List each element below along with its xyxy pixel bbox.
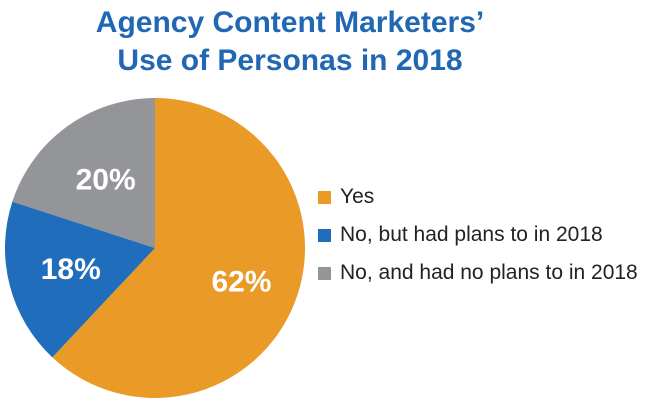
- pie-slice-yes: [52, 98, 306, 399]
- chart-title: Agency Content Marketers’ Use of Persona…: [0, 4, 580, 80]
- legend-swatch-yes: [318, 190, 331, 204]
- pie-slice-no-plans: [12, 98, 155, 248]
- chart-title-line-2: Use of Personas in 2018: [117, 44, 463, 77]
- legend-item-no-plans: No, and had no plans to in 2018: [318, 254, 638, 292]
- legend-item-yes: Yes: [318, 178, 638, 216]
- legend-label-no-plans: No, and had no plans to in 2018: [340, 261, 638, 284]
- legend-label-yes: Yes: [340, 185, 375, 208]
- chart-title-line-1: Agency Content Marketers’: [95, 6, 485, 39]
- legend-swatch-no-but-plans: [318, 228, 331, 242]
- pie-label-no-plans: 20%: [76, 164, 136, 197]
- legend-swatch-no-plans: [318, 266, 331, 280]
- pie-slice-no-but-plans: [4, 201, 155, 358]
- pie-label-no-but-plans: 18%: [41, 253, 101, 286]
- legend-label-no-but-plans: No, but had plans to in 2018: [340, 223, 603, 246]
- legend: Yes No, but had plans to in 2018 No, and…: [318, 178, 638, 292]
- legend-item-no-but-plans: No, but had plans to in 2018: [318, 216, 638, 254]
- pie-label-yes: 62%: [211, 266, 271, 299]
